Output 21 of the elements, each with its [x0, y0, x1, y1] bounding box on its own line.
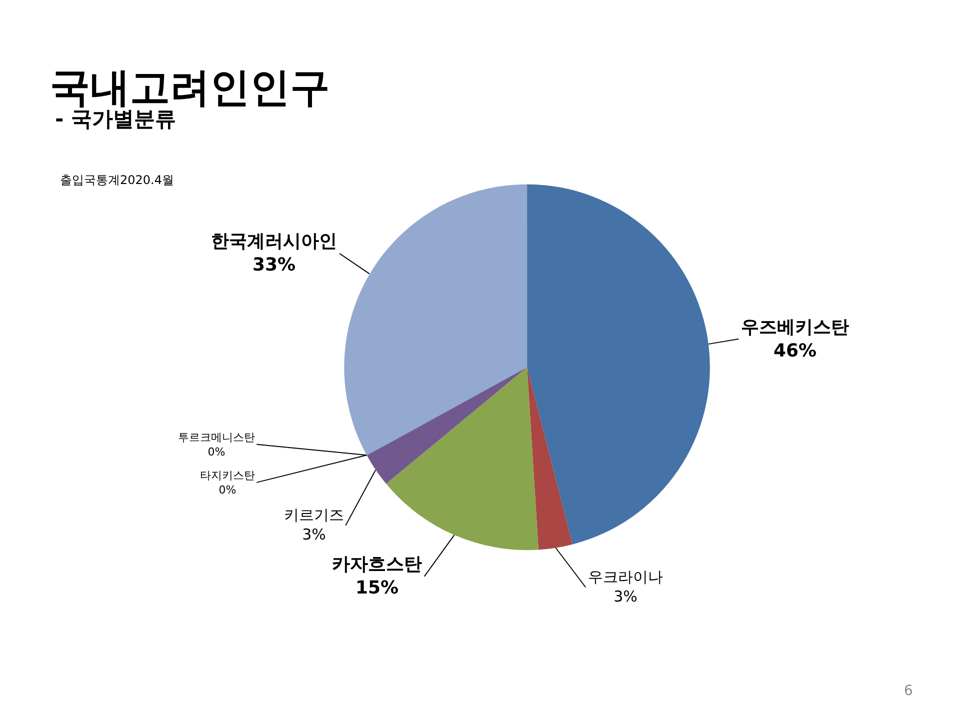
category-label: 타지키스탄	[200, 469, 255, 482]
pie-slice	[344, 184, 528, 456]
slice-label: 한국계러시아인	[211, 231, 337, 252]
data-label: 3%	[302, 526, 326, 544]
slice-label: 우크라이나	[588, 568, 663, 586]
data-label: 46%	[773, 340, 817, 362]
text: 0%	[208, 445, 226, 458]
slice-label: 우즈베키스탄	[741, 317, 849, 338]
slice-label: 카자흐스탄	[332, 554, 422, 575]
pie-slice	[527, 367, 573, 550]
data-label: 3%	[614, 588, 638, 606]
text: 출입국통계2020.4월	[60, 173, 174, 187]
text: 6	[904, 683, 913, 699]
pie-slice	[527, 184, 710, 544]
text: 0%	[218, 483, 236, 496]
pie-slice	[386, 367, 539, 550]
data-label: 15%	[355, 577, 399, 598]
slice-label: 키르기즈	[284, 506, 344, 524]
pie-slice	[366, 367, 528, 484]
category-label: 투르크메니스탄	[178, 431, 255, 444]
data-label: 33%	[252, 254, 296, 276]
